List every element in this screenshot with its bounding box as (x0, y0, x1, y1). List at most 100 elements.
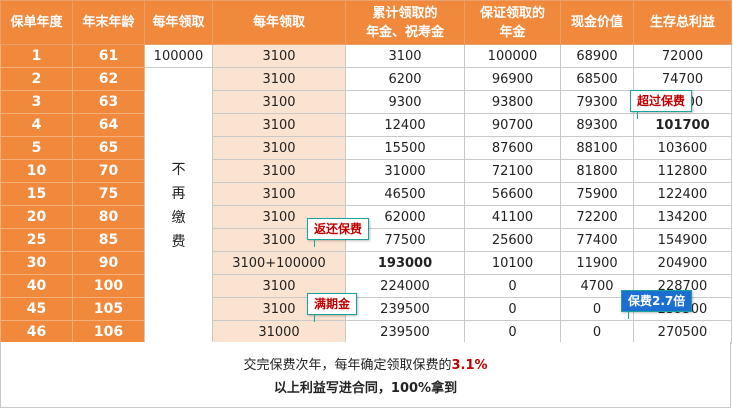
cell-total: 204900 (633, 251, 732, 275)
cell-guaranteed: 96900 (464, 67, 561, 91)
cell-age: 85 (72, 228, 145, 252)
cell-cash: 88100 (560, 136, 634, 160)
cell-cash: 77400 (560, 228, 634, 252)
cell-year: 10 (0, 159, 73, 183)
cell-total: 74700 (633, 67, 732, 91)
cell-annual: 3100 (212, 44, 346, 68)
cell-total: 122400 (633, 182, 732, 206)
footer-pct: 3.1% (451, 358, 488, 373)
header-annual: 每年领取 (212, 0, 346, 45)
footer-line-1: 交完保费次年，每年确定领取保费的3.1% (1, 354, 730, 373)
header-guaranteed: 保证领取的 年金 (464, 0, 561, 45)
cell-guaranteed: 41100 (464, 205, 561, 229)
note-char: 费 (171, 233, 186, 250)
table-row: 10 70 3100 31000 72100 81800 112800 (0, 159, 732, 183)
header-cash: 现金价值 (560, 0, 634, 45)
cell-guaranteed: 93800 (464, 90, 561, 114)
cell-year: 15 (0, 182, 73, 206)
cell-cumulative: 9300 (345, 90, 465, 114)
cell-cash: 68900 (560, 44, 634, 68)
note-char: 再 (171, 185, 186, 202)
callout-over-premium: 超过保费 (630, 90, 693, 119)
cell-age: 100 (72, 274, 145, 298)
table-row: 2 62 不再缴费 3100 6200 96900 68500 74700 (0, 67, 732, 344)
cell-cumulative: 224000 (345, 274, 465, 298)
cell-cumulative: 15500 (345, 136, 465, 160)
cell-cumulative: 6200 (345, 67, 465, 91)
cell-guaranteed: 87600 (464, 136, 561, 160)
header-total: 生存总利益 (633, 0, 732, 45)
footer-note: 交完保费次年，每年确定领取保费的3.1% 以上利益写进合同，100%拿到 (0, 342, 731, 408)
cell-cumulative: 239500 (345, 320, 465, 344)
cell-age: 65 (72, 136, 145, 160)
cell-guaranteed: 90700 (464, 113, 561, 137)
header-guaranteed-text: 保证领取的 年金 (479, 5, 545, 40)
header-age: 年末年龄 (72, 0, 145, 45)
cell-cumulative: 239500 (345, 297, 465, 321)
cell-year: 25 (0, 228, 73, 252)
cell-guaranteed: 10100 (464, 251, 561, 275)
header-year: 保单年度 (0, 0, 73, 45)
table-row: 20 80 3100 62000 41100 72200 134200 (0, 205, 732, 229)
note-char: 缴 (171, 209, 186, 226)
table-row: 46 106 31000 239500 0 0 270500 (0, 320, 732, 344)
cell-annual: 3100 (212, 136, 346, 160)
cell-cash: 75900 (560, 182, 634, 206)
cell-total: 270500 (633, 320, 732, 344)
cell-year: 2 (0, 67, 73, 91)
cell-year: 5 (0, 136, 73, 160)
cell-annual: 3100 (212, 113, 346, 137)
cell-total: 154900 (633, 228, 732, 252)
cell-age: 80 (72, 205, 145, 229)
cell-cash: 68500 (560, 67, 634, 91)
cell-annual: 3100 (212, 67, 346, 91)
no-more-premium-note: 不再缴费 (144, 67, 213, 344)
cell-year: 3 (0, 90, 73, 114)
table-row: 36331009300938007930088600 (0, 90, 732, 114)
cell-year: 4 (0, 113, 73, 137)
footer-line-1-text: 交完保费次年，每年确定领取保费的 (243, 358, 452, 373)
cell-guaranteed: 0 (464, 297, 561, 321)
cell-annual: 3100 (212, 90, 346, 114)
cell-year: 1 (0, 44, 73, 68)
cell-guaranteed: 56600 (464, 182, 561, 206)
cell-age: 61 (72, 44, 145, 68)
cell-cash: 79300 (560, 90, 634, 114)
callout-return-premium: 返还保费 (307, 218, 370, 247)
table-row: 1 61 100000 3100 3100 100000 68900 72000 (0, 44, 732, 68)
cell-year: 46 (0, 320, 73, 344)
cell-annual: 3100+100000 (212, 251, 346, 275)
cell-total: 101700 (633, 113, 732, 137)
cell-year: 30 (0, 251, 73, 275)
cell-age: 64 (72, 113, 145, 137)
cell-age: 106 (72, 320, 145, 344)
cell-total: 72000 (633, 44, 732, 68)
cell-age: 63 (72, 90, 145, 114)
cell-cash: 81800 (560, 159, 634, 183)
table-row: 45105310023950000239500 (0, 297, 732, 321)
cell-cumulative: 46500 (345, 182, 465, 206)
cell-guaranteed: 100000 (464, 44, 561, 68)
cell-age: 75 (72, 182, 145, 206)
cell-cumulative: 3100 (345, 44, 465, 68)
cell-cash: 72200 (560, 205, 634, 229)
cell-cumulative: 31000 (345, 159, 465, 183)
cell-guaranteed: 25600 (464, 228, 561, 252)
table-row: 4 64 3100 12400 90700 89300 101700 (0, 113, 732, 137)
callout-times-premium: 保费2.7倍 (621, 290, 693, 319)
cell-cash: 11900 (560, 251, 634, 275)
cell-age: 62 (72, 67, 145, 91)
cell-guaranteed: 0 (464, 274, 561, 298)
cell-annual: 31000 (212, 320, 346, 344)
cell-age: 105 (72, 297, 145, 321)
header-cumulative-text: 累计领取的 年金、祝寿金 (365, 5, 444, 40)
note-char: 不 (171, 161, 186, 178)
cell-premium: 100000 (144, 44, 213, 68)
cell-total: 103600 (633, 136, 732, 160)
header-row: 保单年度 年末年龄 每年领取 每年领取 累计领取的 年金、祝寿金 保证领取的 年… (0, 0, 732, 45)
cell-year: 20 (0, 205, 73, 229)
header-cumulative: 累计领取的 年金、祝寿金 (345, 0, 465, 45)
cell-total: 134200 (633, 205, 732, 229)
cell-cash: 0 (560, 320, 634, 344)
callout-maturity: 满期金 (307, 293, 358, 322)
